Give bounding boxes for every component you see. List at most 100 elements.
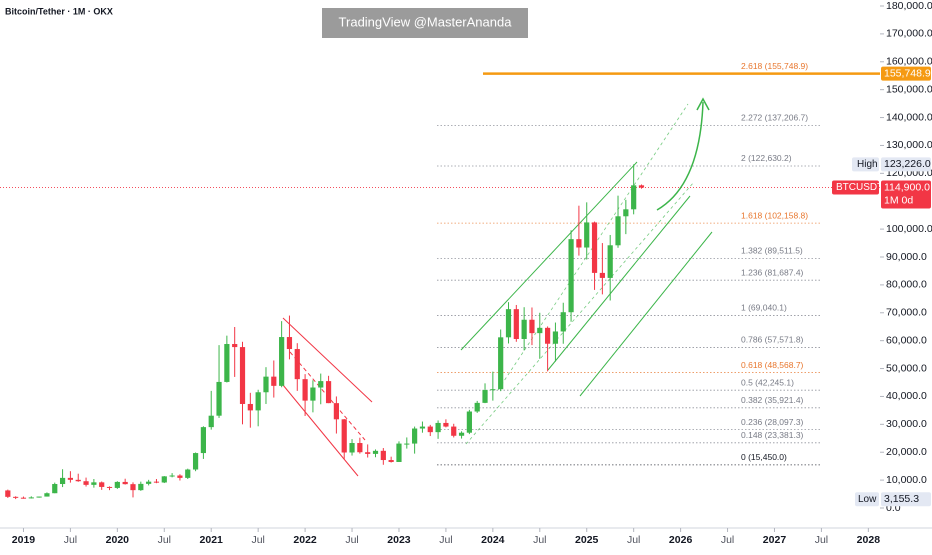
x-tick-label: Jul — [533, 534, 546, 546]
y-tick-label: 140,000.0 — [886, 111, 932, 123]
fib-label: 0.786 (57,571.8) — [741, 335, 804, 345]
fib-label: 0.5 (42,245.1) — [741, 377, 794, 387]
x-tick-label: Jul — [627, 534, 640, 546]
candle-body — [490, 389, 496, 391]
candle-body — [498, 337, 504, 390]
watermark: TradingView @MasterAnanda — [339, 14, 513, 29]
candle-body — [239, 347, 246, 404]
candle-body — [138, 483, 144, 491]
y-tick-label: 60,000.0 — [886, 334, 927, 346]
x-tick-label: Jul — [721, 534, 734, 546]
candle-body — [318, 381, 324, 388]
fib-label: 1.618 (102,158.8) — [741, 210, 808, 220]
candle-body — [271, 376, 277, 386]
last-tag-label: 114,900.0 — [884, 181, 930, 193]
y-tick-label: 180,000.0 — [886, 0, 932, 12]
chart-title: Bitcoin/Tether · 1M · OKX — [5, 6, 113, 16]
x-tick-label: Jul — [439, 534, 452, 546]
candle-body — [443, 422, 449, 427]
high-title-box — [852, 157, 879, 172]
countdown-label: 1M 0d — [884, 194, 913, 206]
candle-body — [466, 411, 472, 433]
candle-body — [279, 337, 285, 386]
y-tick-label: 20,000.0 — [886, 446, 927, 458]
x-tick-label: Jul — [345, 534, 358, 546]
candle-body — [357, 443, 363, 453]
candles — [5, 164, 645, 500]
candle-body — [365, 452, 371, 454]
candle-body — [302, 379, 308, 401]
candle-body — [83, 481, 89, 485]
drawings — [282, 97, 713, 477]
symbol-box — [832, 180, 879, 195]
y-tick-label: 90,000.0 — [886, 251, 927, 263]
candle-body — [372, 450, 379, 454]
candle-body — [568, 239, 574, 313]
high-title: High — [857, 159, 878, 170]
candle-body — [396, 443, 402, 462]
candle-body — [310, 387, 316, 401]
falling-channel-top — [282, 317, 373, 403]
x-tick-label: 2019 — [12, 534, 36, 546]
candle-body — [325, 381, 332, 404]
target-tag-label: 155,748.9 — [884, 67, 931, 79]
candle-body — [192, 453, 199, 470]
time-axis-bg — [0, 528, 932, 550]
last-tag-box — [881, 180, 931, 209]
candle-body — [591, 222, 598, 273]
x-tick-label: Jul — [158, 534, 171, 546]
y-tick-label: 50,000.0 — [886, 362, 927, 374]
candle-body — [75, 479, 81, 482]
y-tick-label: 150,000.0 — [886, 83, 932, 95]
candle-body — [513, 309, 519, 339]
candle-body — [114, 481, 120, 488]
candle-body — [294, 349, 300, 380]
candle-body — [130, 484, 136, 491]
candle-body — [153, 481, 160, 483]
y-tick-label: 80,000.0 — [886, 279, 927, 291]
candle-body — [615, 216, 621, 246]
y-tick-label: 160,000.0 — [886, 56, 932, 68]
x-tick-label: 2024 — [481, 534, 505, 546]
candle-body — [28, 497, 34, 499]
candle-body — [607, 245, 613, 278]
y-tick-label: 30,000.0 — [886, 418, 927, 430]
symbol-label: BTCUSDT — [836, 182, 883, 193]
low-title: Low — [858, 494, 877, 505]
candle-body — [255, 392, 261, 411]
fib-label: 0.618 (48,568.7) — [741, 360, 804, 370]
candle-body — [584, 222, 590, 248]
candle-body — [200, 427, 206, 454]
candle-body — [349, 443, 355, 453]
candle-body — [412, 428, 418, 444]
candle-body — [99, 482, 105, 487]
fib-label: 0 (15,450.0) — [741, 452, 787, 462]
fib-label: 1 (69,040.1) — [741, 303, 787, 313]
fib-label: 0.148 (23,381.3) — [741, 430, 804, 440]
x-tick-label: 2023 — [387, 534, 411, 546]
candle-body — [36, 496, 42, 498]
y-tick-label: 130,000.0 — [886, 139, 932, 151]
candle-body — [388, 460, 394, 462]
candle-body — [458, 432, 465, 436]
x-tick-label: 2020 — [106, 534, 130, 546]
x-tick-label: 2026 — [669, 534, 693, 546]
candle-body — [505, 309, 512, 338]
x-tick-label: 2025 — [575, 534, 599, 546]
candle-body — [560, 312, 566, 332]
y-tick-label: 170,000.0 — [886, 28, 932, 40]
watermark-box — [322, 8, 528, 38]
rising-channel-bottom — [579, 231, 713, 397]
x-tick-label: Jul — [815, 534, 828, 546]
candle-body — [419, 426, 426, 429]
candle-body — [545, 327, 551, 344]
candle-body — [451, 426, 457, 436]
y-tick-label: 40,000.0 — [886, 390, 927, 402]
x-tick-label: 2022 — [293, 534, 317, 546]
rising-channel-top — [460, 161, 638, 351]
candle-body — [552, 331, 559, 344]
candle-body — [216, 381, 222, 416]
candle-body — [169, 475, 175, 477]
candle-body — [59, 477, 66, 485]
